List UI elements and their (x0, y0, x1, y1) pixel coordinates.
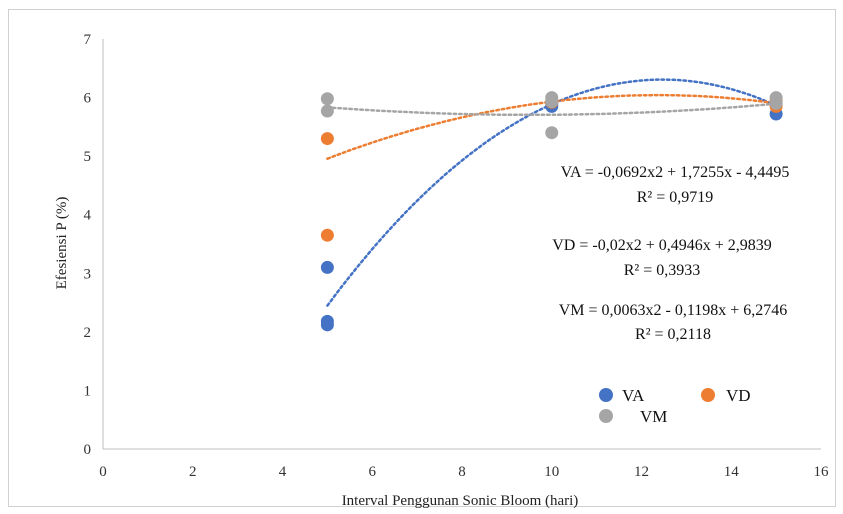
legend-label-vd: VD (726, 386, 751, 405)
legend-marker-vm (599, 409, 613, 423)
y-tick-label: 3 (84, 266, 92, 282)
point-va (320, 260, 334, 274)
y-tick-label: 5 (84, 149, 92, 165)
trendline-vm (326, 102, 778, 117)
equation-va: VA = -0,0692x2 + 1,7255x - 4,4495 (561, 164, 790, 181)
x-tick-label: 2 (189, 464, 197, 480)
x-tick-label: 4 (279, 464, 287, 480)
equation-vd: VD = -0,02x2 + 0,4946x + 2,9839 (552, 237, 772, 254)
point-vm (769, 96, 783, 110)
chart-frame (8, 9, 836, 507)
y-tick-label: 2 (84, 325, 92, 341)
y-tick-label: 1 (84, 383, 92, 399)
point-vd (320, 132, 334, 146)
x-tick-label: 8 (458, 464, 466, 480)
legend-label-vm: VM (640, 407, 667, 426)
point-vm (545, 95, 559, 109)
equation-vm: VM = 0,0063x2 - 0,1198x + 6,2746 (559, 302, 788, 319)
x-tick-label: 0 (99, 464, 107, 480)
y-tick-label: 4 (84, 208, 92, 224)
point-vd (320, 228, 334, 242)
legend: VA VD VM (599, 386, 751, 426)
y-axis-title: Efesiensi P (%) (54, 197, 70, 290)
x-tick-label: 10 (544, 464, 559, 480)
x-tick-label: 14 (724, 464, 740, 480)
point-vm (320, 92, 334, 106)
point-vm (320, 104, 334, 118)
x-axis-title: Interval Penggunan Sonic Bloom (hari) (342, 493, 579, 509)
r2-va: R² = 0,9719 (637, 189, 714, 206)
y-tick-label: 0 (84, 442, 92, 458)
legend-label-va: VA (622, 386, 645, 405)
legend-marker-vd (701, 388, 715, 402)
x-tick-label: 16 (814, 464, 830, 480)
data-points (320, 91, 783, 332)
y-tick-label: 7 (84, 32, 92, 48)
r2-vm: R² = 0,2118 (635, 326, 711, 343)
r2-vd: R² = 0,3933 (624, 262, 701, 279)
x-tick-label: 12 (634, 464, 649, 480)
legend-marker-va (599, 388, 613, 402)
y-tick-label: 6 (84, 91, 92, 107)
x-tick-label: 6 (369, 464, 377, 480)
point-vm (545, 126, 559, 140)
point-va (320, 318, 334, 332)
